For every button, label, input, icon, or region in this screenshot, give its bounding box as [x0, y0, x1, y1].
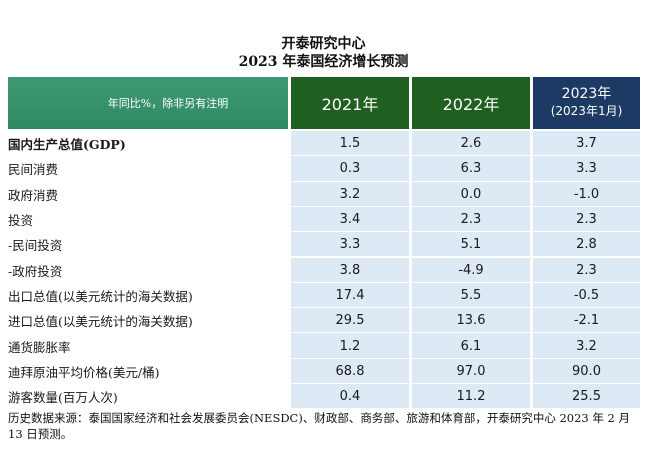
row-divider [8, 332, 640, 334]
value-2022: 6.1 [412, 333, 530, 359]
row-divider [8, 205, 640, 207]
row-label: -政府投资 [8, 263, 63, 279]
header-2021: 2021年 [291, 77, 409, 129]
row-label: 通货膨胀率 [8, 339, 71, 355]
value-2021: 29.5 [291, 308, 409, 334]
table-row: 进口总值(以美元统计的海关数据) 29.5 13.6 -2.1 [8, 308, 640, 334]
row-divider [8, 231, 640, 233]
row-divider [8, 281, 640, 283]
table-row: 游客数量(百万人次) 0.4 11.2 25.5 [8, 384, 640, 410]
value-2021: 17.4 [291, 282, 409, 309]
value-2021: 3.2 [291, 181, 409, 207]
row-label: 政府消费 [8, 187, 59, 203]
value-2022: 2.3 [412, 206, 530, 233]
value-2022: -4.9 [412, 257, 530, 283]
table-row: 国内生产总值(GDP) 1.5 2.6 3.7 [8, 131, 640, 157]
row-divider [8, 357, 640, 359]
value-2023: 3.7 [533, 131, 640, 157]
table-row: 出口总值(以美元统计的海关数据) 17.4 5.5 -0.5 [8, 282, 640, 309]
value-2023: 2.3 [533, 257, 640, 283]
table-title: 开泰研究中心 [281, 36, 366, 52]
value-2023: 3.3 [533, 156, 640, 182]
value-2022: 0.0 [412, 181, 530, 207]
value-2021: 1.2 [291, 333, 409, 359]
value-2021: 0.4 [291, 384, 409, 410]
row-label: 迪拜原油平均价格(美元/桶) [8, 364, 160, 380]
header-2023: 2023年 (2023年1月) [533, 77, 640, 129]
value-2021: 1.5 [291, 131, 409, 157]
row-label: 投资 [8, 213, 34, 229]
table-subtitle: 2023 年泰国经济增长预测 [238, 54, 409, 70]
value-2021: 3.4 [291, 206, 409, 233]
row-divider [8, 307, 640, 309]
value-2023: 2.3 [533, 206, 640, 233]
value-2022: 6.3 [412, 156, 530, 182]
value-2022: 13.6 [412, 308, 530, 334]
value-2022: 11.2 [412, 384, 530, 410]
source-footnote: 历史数据来源：泰国国家经济和社会发展委员会(NESDC)、财政部、商务部、旅游和… [8, 411, 631, 441]
row-label: 进口总值(以美元统计的海关数据) [8, 314, 193, 330]
value-2021: 3.3 [291, 232, 409, 258]
value-2023: -1.0 [533, 181, 640, 207]
table-row: 通货膨胀率 1.2 6.1 3.2 [8, 333, 640, 359]
value-2023: 25.5 [533, 384, 640, 410]
row-label: -民间投资 [8, 238, 63, 254]
row-label: 国内生产总值(GDP) [8, 137, 126, 153]
value-2021: 0.3 [291, 156, 409, 182]
value-2022: 97.0 [412, 358, 530, 384]
table-row: 民间消费 0.3 6.3 3.3 [8, 156, 640, 182]
value-2023: -0.5 [533, 282, 640, 309]
table-header: 年同比%，除非另有注明 2021年 2022年 2023年 (2023年1月) [8, 77, 640, 129]
row-label: 出口总值(以美元统计的海关数据) [8, 288, 193, 304]
value-2021: 68.8 [291, 358, 409, 384]
row-divider [8, 382, 640, 384]
table-row: 政府消费 3.2 0.0 -1.0 [8, 181, 640, 207]
table-row: 迪拜原油平均价格(美元/桶) 68.8 97.0 90.0 [8, 358, 640, 384]
table-row: -民间投资 3.3 5.1 2.8 [8, 232, 640, 258]
value-2021: 3.8 [291, 257, 409, 283]
row-label: 游客数量(百万人次) [8, 390, 118, 406]
value-2022: 5.5 [412, 282, 530, 309]
value-2022: 5.1 [412, 232, 530, 258]
value-2023: 2.8 [533, 232, 640, 258]
value-2023: -2.1 [533, 308, 640, 334]
row-label: 民间消费 [8, 162, 59, 178]
row-divider [8, 408, 640, 410]
header-2023-year: 2023年 [561, 86, 612, 102]
table-row: 投资 3.4 2.3 2.3 [8, 206, 640, 233]
header-label: 年同比%，除非另有注明 [8, 77, 288, 129]
value-2022: 2.6 [412, 131, 530, 157]
row-divider [8, 180, 640, 182]
row-divider [8, 155, 640, 157]
row-divider [8, 256, 640, 258]
value-2023: 90.0 [533, 358, 640, 384]
header-2023-note: (2023年1月) [550, 104, 623, 118]
header-2022: 2022年 [412, 77, 530, 129]
value-2023: 3.2 [533, 333, 640, 359]
table-row: -政府投资 3.8 -4.9 2.3 [8, 257, 640, 283]
